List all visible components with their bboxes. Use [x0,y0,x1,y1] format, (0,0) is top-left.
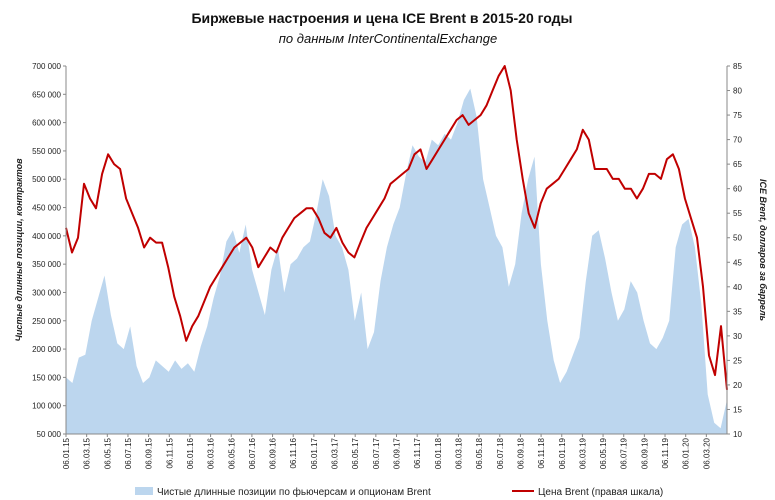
brent-price-line-series [65,65,728,390]
left-tick-label: 500 000 [32,175,61,184]
x-tick-label: 06.09.15 [145,437,154,469]
left-tick-label: 400 000 [32,232,61,241]
x-tick-label: 06.03.20 [702,437,711,469]
right-tick-label: 40 [733,283,742,292]
x-tick-label: 06.11.18 [537,437,546,468]
x-tick-label: 06.09.16 [269,437,278,469]
left-tick-label: 150 000 [32,373,61,382]
x-tick-label: 06.11.19 [661,437,670,468]
x-tick-label: 06.11.16 [289,437,298,468]
x-tick-label: 06.03.18 [455,437,464,469]
x-tick-label: 06.11.17 [413,437,422,468]
x-tick-label: 06.03.17 [331,437,340,469]
x-tick-label: 06.07.16 [248,437,257,469]
left-tick-label: 550 000 [32,147,61,156]
left-tick-label: 250 000 [32,317,61,326]
x-tick-label: 06.07.17 [372,437,381,469]
x-tick-label: 06.05.18 [475,437,484,469]
right-tick-label: 20 [733,381,742,390]
right-tick-label: 50 [733,234,742,243]
x-axis-tick-labels: 06.01.15 06.03.15 06.05.15 06.07.15 06.09.15… [62,437,711,469]
x-tick-label: 06.03.15 [83,437,92,469]
x-tick-label: 06.01.16 [186,437,195,469]
x-tick-label: 06.03.19 [578,437,587,469]
left-axis-label: Чистые длинные позиции, контрактов [14,158,24,342]
left-tick-label: 450 000 [32,204,61,213]
x-tick-label: 06.05.16 [227,437,236,469]
right-tick-label: 70 [733,136,742,145]
right-tick-label: 30 [733,332,742,341]
right-tick-label: 25 [733,356,742,365]
left-tick-label: 300 000 [32,288,61,297]
x-tick-label: 06.01.17 [310,437,319,469]
x-tick-label: 06.05.17 [351,437,360,469]
legend-swatch-area [135,487,153,495]
legend-label-line: Цена Brent (правая шкала) [538,487,663,498]
left-tick-label: 650 000 [32,90,61,99]
right-tick-label: 35 [733,307,742,316]
chart-subtitle: по данным InterContinentalExchange [279,31,497,46]
right-tick-label: 75 [733,111,742,120]
right-tick-label: 15 [733,405,742,414]
x-tick-label: 06.07.15 [124,437,133,469]
left-tick-label: 600 000 [32,119,61,128]
left-tick-label: 100 000 [32,402,61,411]
x-tick-label: 06.09.18 [516,437,525,469]
right-axis-tick-labels: 10 15 20 25 30 35 40 45 50 55 60 65 70 75 80 85 [733,62,742,439]
net-long-area [66,88,727,434]
x-tick-label: 06.01.19 [558,437,567,469]
right-tick-label: 60 [733,185,742,194]
left-axis-tick-labels: 50 000 100 000 150 000 200 000 250 000 300 00… [32,62,61,439]
right-axis-label: ICE Brent, долларов за баррель [758,179,768,321]
right-tick-label: 65 [733,160,742,169]
left-tick-label: 50 000 [37,430,62,439]
x-tick-label: 06.09.19 [640,437,649,469]
right-tick-label: 85 [733,62,742,71]
left-tick-label: 350 000 [32,260,61,269]
x-tick-label: 06.01.18 [434,437,443,469]
right-tick-label: 80 [733,87,742,96]
x-tick-label: 06.07.19 [620,437,629,469]
right-tick-label: 45 [733,258,742,267]
x-tick-label: 06.07.18 [496,437,505,469]
net-long-area-series [66,88,727,434]
x-tick-label: 06.05.15 [103,437,112,469]
x-tick-label: 06.01.15 [62,437,71,469]
legend-label-area: Чистые длинные позиции по фьючерсам и оп… [157,486,431,498]
left-tick-label: 200 000 [32,345,61,354]
right-tick-label: 10 [733,430,742,439]
right-tick-label: 55 [733,209,742,218]
x-tick-label: 06.11.15 [165,437,174,468]
x-tick-label: 06.09.17 [393,437,402,469]
x-tick-label: 06.05.19 [599,437,608,469]
left-tick-label: 700 000 [32,62,61,71]
x-tick-label: 06.03.16 [207,437,216,469]
x-tick-label: 06.01.20 [682,437,691,469]
chart-axes [63,65,730,437]
brent-price-line [65,65,728,390]
chart-title: Биржевые настроения и цена ICE Brent в 2… [191,10,572,26]
legend: Чистые длинные позиции по фьючерсам и оп… [135,486,663,498]
